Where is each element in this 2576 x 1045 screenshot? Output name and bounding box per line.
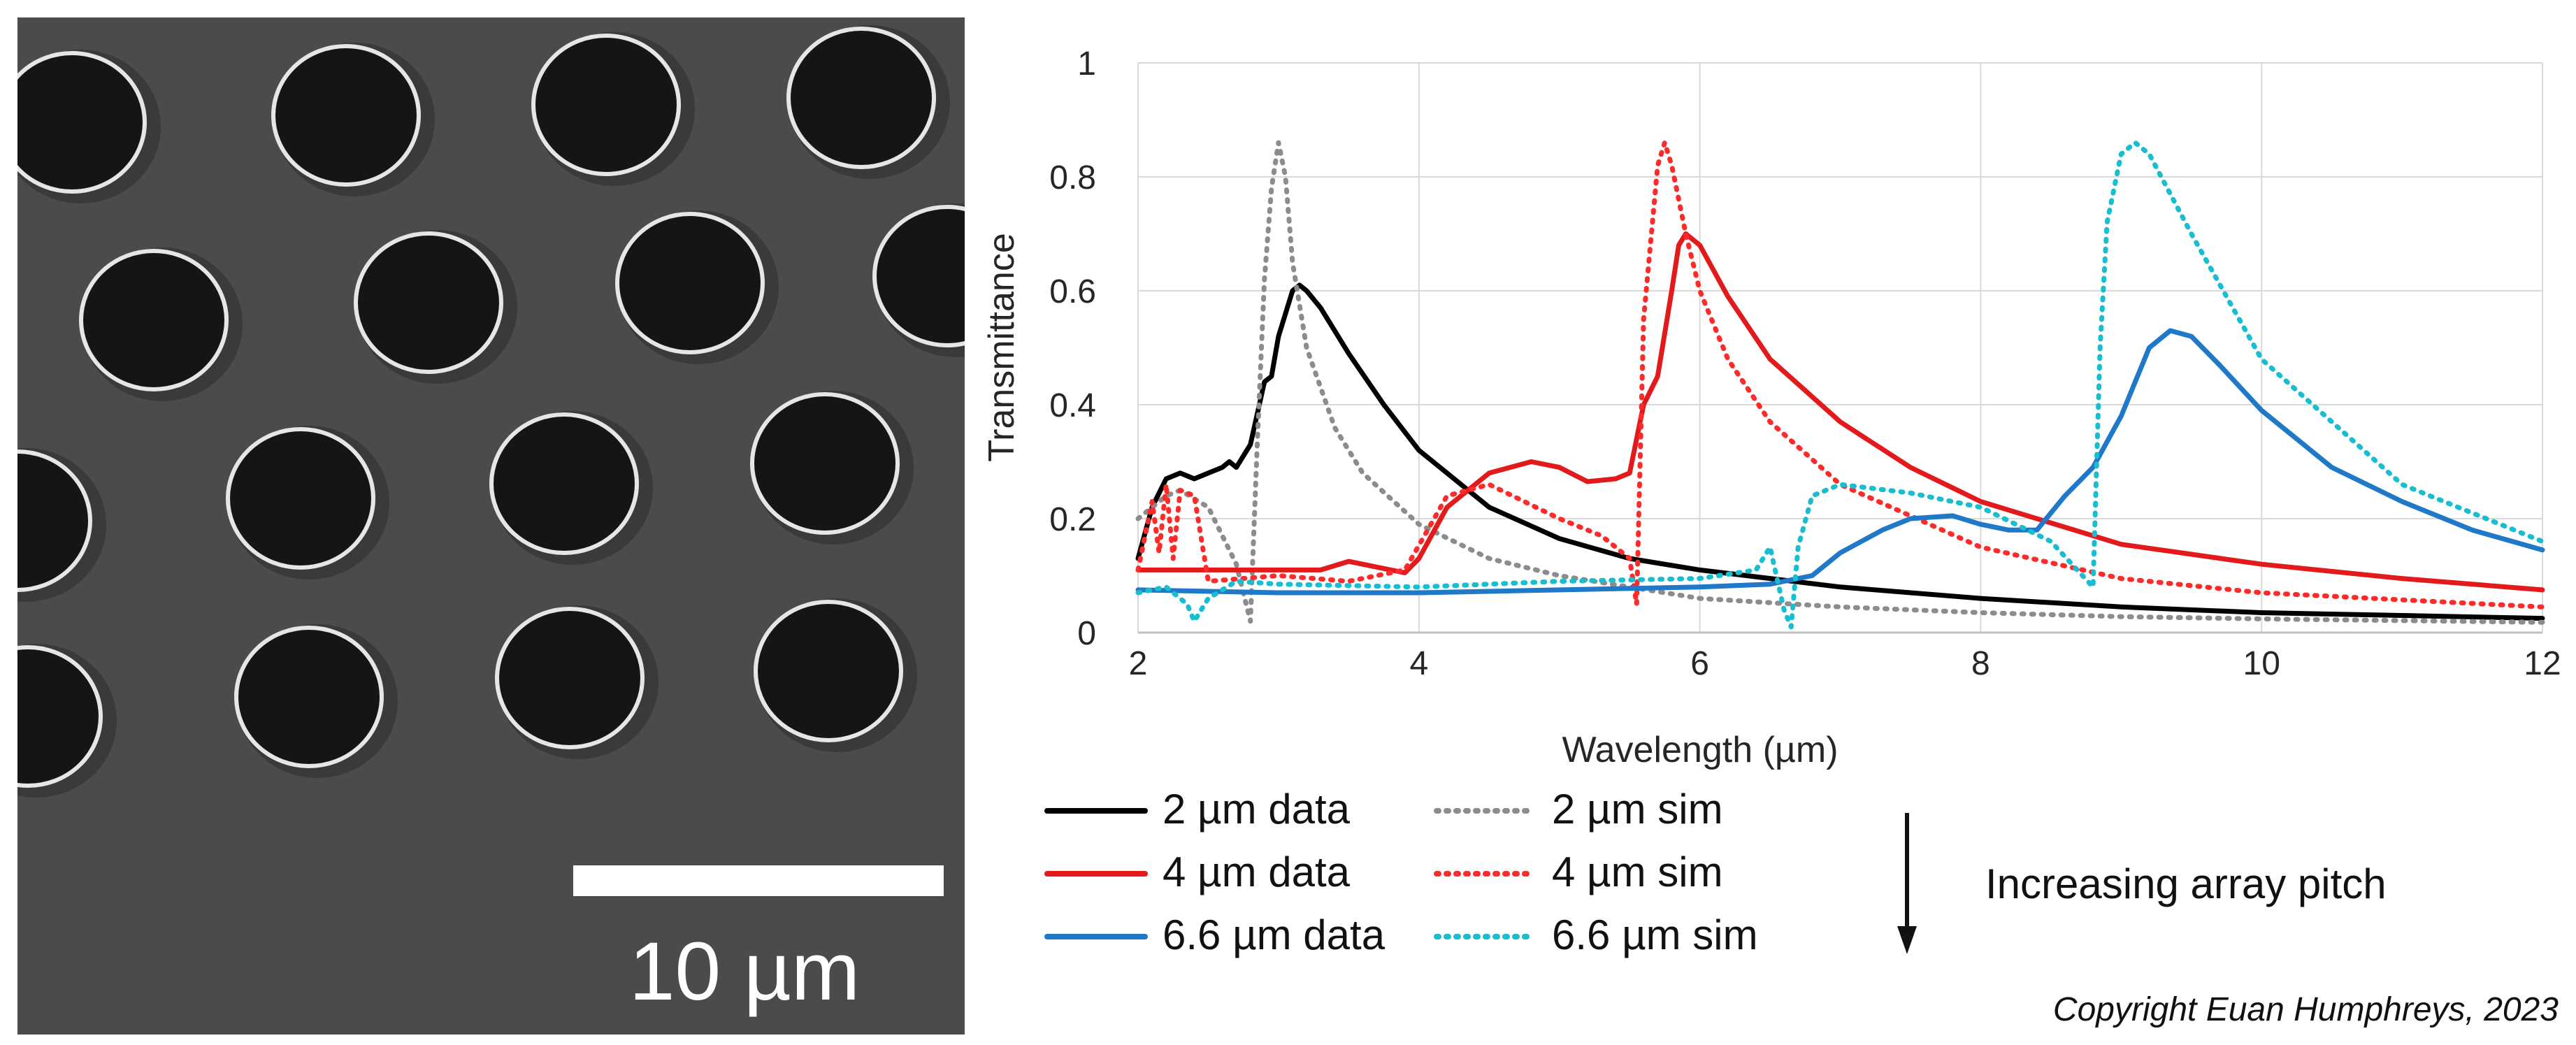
etched-hole	[531, 34, 681, 176]
legend: 2 µm data 2 µm sim 4 µm data 4 µm sim 6.6 µm…	[1044, 786, 1758, 958]
etched-hole	[750, 392, 900, 535]
copyright: Copyright Euan Humphreys, 2023	[2053, 991, 2559, 1028]
x-tick-label: 4	[1409, 645, 1428, 682]
series-line-4-m-data	[1135, 231, 2545, 593]
etched-hole	[226, 427, 375, 570]
sem-image: 10 µm	[17, 17, 965, 1035]
tick-labels: 2 4 6 8 10 12 0 0.2 0.4 0.6 0.8 1	[1049, 45, 2561, 682]
etched-hole	[615, 212, 765, 354]
y-tick-label: 0.2	[1049, 501, 1096, 538]
hole-array	[17, 25, 965, 798]
series-lines	[1135, 140, 2545, 630]
series-line-2-m-sim	[1135, 140, 2545, 625]
etched-hole	[79, 249, 229, 391]
pitch-arrow-head	[1897, 926, 1917, 954]
etched-hole	[17, 449, 92, 592]
scale-bar-label: 10 µm	[629, 925, 860, 1018]
legend-label: 2 µm sim	[1552, 786, 1723, 833]
etched-hole	[234, 626, 384, 768]
x-tick-label: 10	[2243, 645, 2280, 682]
legend-label: 2 µm data	[1163, 786, 1351, 833]
legend-label: 4 µm data	[1163, 849, 1351, 895]
y-tick-label: 0.8	[1049, 159, 1096, 196]
series-line-6-6-m-sim	[1135, 140, 2545, 630]
etched-hole	[17, 51, 147, 194]
legend-label: 6.6 µm data	[1163, 911, 1386, 958]
legend-label: 6.6 µm sim	[1552, 911, 1758, 958]
series-line-4-m-sim	[1135, 140, 2545, 610]
x-axis-title: Wavelength (µm)	[1562, 730, 1838, 770]
x-tick-label: 8	[1971, 645, 1990, 682]
scale-bar	[573, 865, 944, 896]
etched-hole	[786, 27, 936, 169]
grid	[1137, 62, 2543, 633]
y-tick-label: 0	[1077, 615, 1096, 652]
etched-hole	[872, 205, 965, 347]
etched-hole	[495, 607, 645, 749]
x-tick-label: 6	[1690, 645, 1709, 682]
etched-hole	[17, 645, 103, 788]
y-tick-label: 0.4	[1049, 387, 1096, 424]
y-tick-label: 0.6	[1049, 273, 1096, 310]
etched-hole	[354, 231, 503, 374]
series-line-2-m-data	[1135, 282, 2545, 621]
etched-hole	[754, 600, 903, 742]
legend-label: 4 µm sim	[1552, 849, 1723, 895]
x-tick-label: 12	[2524, 645, 2561, 682]
etched-hole	[271, 44, 421, 187]
series-line-6-6-m-data	[1135, 328, 2545, 596]
pitch-note: Increasing array pitch	[1985, 860, 2387, 907]
y-tick-label: 1	[1077, 45, 1096, 82]
etched-hole	[489, 412, 639, 555]
y-axis-title: Transmittance	[981, 233, 1022, 462]
x-tick-label: 2	[1129, 645, 1148, 682]
